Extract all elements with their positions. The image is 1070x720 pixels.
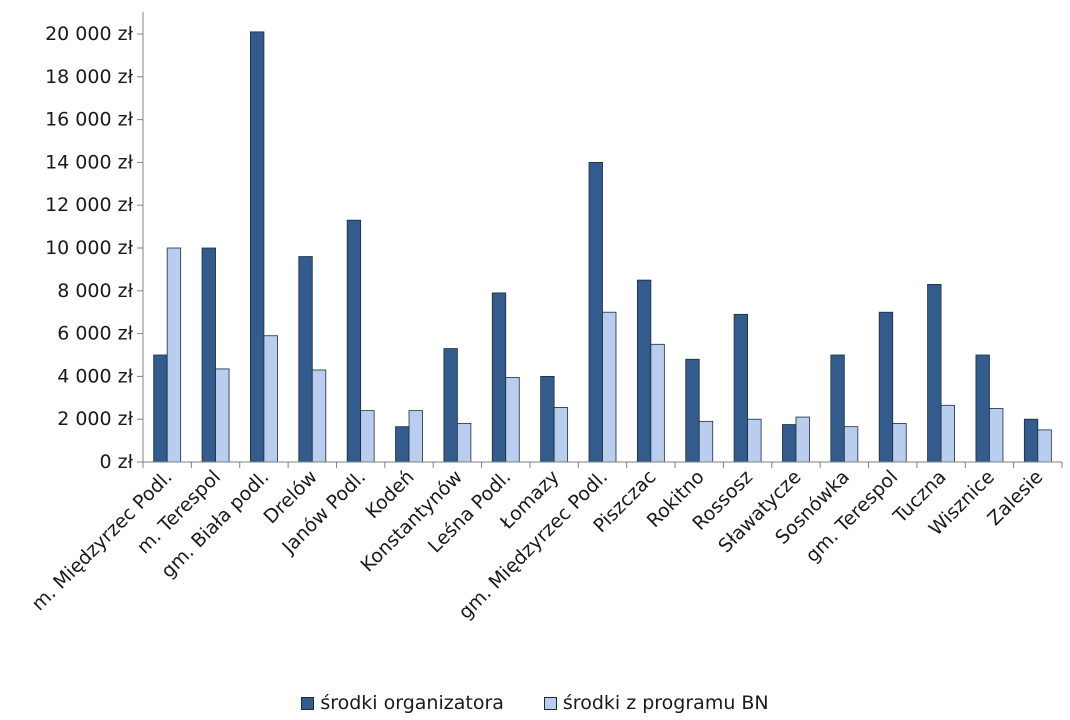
bar-program-0 bbox=[166, 247, 182, 463]
y-tick-label: 12 000 zł bbox=[45, 194, 133, 216]
y-tick-label: 10 000 zł bbox=[45, 237, 133, 259]
bar-organizer-3 bbox=[298, 256, 313, 463]
legend-label-program: środki z programu BN bbox=[562, 692, 769, 714]
legend-item-program: środki z programu BN bbox=[543, 692, 769, 714]
bar-organizer-11 bbox=[685, 358, 700, 463]
bar-organizer-6 bbox=[443, 348, 458, 463]
y-tick-label: 6 000 zł bbox=[57, 323, 133, 345]
bar-organizer-10 bbox=[636, 279, 652, 463]
legend-item-organizer: środki organizatora bbox=[301, 692, 504, 714]
bar-program-14 bbox=[843, 426, 859, 463]
bar-organizer-13 bbox=[782, 424, 797, 463]
bar-program-4 bbox=[360, 410, 375, 463]
bar-organizer-18 bbox=[1023, 418, 1039, 463]
bar-program-11 bbox=[698, 420, 714, 463]
bar-program-17 bbox=[989, 408, 1004, 463]
bar-chart: 0 zł 2 000 zł 4 000 zł 6 000 zł 8 000 zł 10 0… bbox=[28, 12, 1063, 624]
bar-organizer-0 bbox=[153, 354, 168, 463]
bar-program-9 bbox=[602, 311, 617, 463]
bar-program-8 bbox=[553, 407, 569, 463]
y-tick-labels: 0 zł 2 000 zł 4 000 zł 6 000 zł 8 000 zł 10 0… bbox=[45, 23, 133, 473]
bar-organizer-4 bbox=[346, 219, 362, 463]
bar-program-5 bbox=[408, 410, 423, 463]
bar-program-3 bbox=[311, 369, 327, 463]
bar-program-2 bbox=[263, 335, 278, 463]
bar-program-10 bbox=[650, 343, 665, 463]
bar-program-6 bbox=[456, 423, 472, 463]
bar-organizer-5 bbox=[395, 426, 410, 463]
bar-organizer-16 bbox=[927, 283, 942, 463]
y-tick-label: 20 000 zł bbox=[45, 23, 133, 45]
bar-organizer-9 bbox=[588, 161, 603, 463]
bar-program-7 bbox=[505, 377, 520, 463]
bar-program-16 bbox=[940, 404, 955, 463]
bar-organizer-17 bbox=[975, 354, 990, 463]
y-tick-label: 2 000 zł bbox=[57, 408, 133, 430]
bar-organizer-7 bbox=[491, 292, 507, 463]
legend-label-organizer: środki organizatora bbox=[320, 692, 504, 714]
bars-group bbox=[153, 31, 1052, 463]
bar-program-12 bbox=[747, 418, 762, 463]
bar-organizer-14 bbox=[830, 354, 845, 463]
bar-program-18 bbox=[1037, 429, 1052, 463]
y-tick-label: 4 000 zł bbox=[57, 365, 133, 387]
axes-group bbox=[137, 12, 1063, 468]
y-tick-label: 8 000 zł bbox=[57, 280, 133, 302]
legend-swatch-organizer bbox=[301, 696, 315, 710]
bar-organizer-15 bbox=[878, 311, 894, 463]
bar-program-1 bbox=[215, 368, 230, 463]
legend-swatch-program bbox=[543, 696, 557, 710]
bar-organizer-12 bbox=[733, 313, 749, 463]
bar-organizer-1 bbox=[201, 247, 216, 463]
y-tick-label: 14 000 zł bbox=[45, 151, 133, 173]
y-tick-label: 16 000 zł bbox=[45, 109, 133, 131]
bar-program-13 bbox=[795, 416, 810, 463]
legend: środki organizatora środki z programu BN bbox=[0, 690, 1070, 716]
bar-organizer-2 bbox=[250, 31, 265, 463]
y-tick-label: 0 zł bbox=[99, 451, 133, 473]
bar-program-15 bbox=[892, 423, 907, 463]
bar-organizer-8 bbox=[540, 375, 555, 463]
y-tick-label: 18 000 zł bbox=[45, 66, 133, 88]
